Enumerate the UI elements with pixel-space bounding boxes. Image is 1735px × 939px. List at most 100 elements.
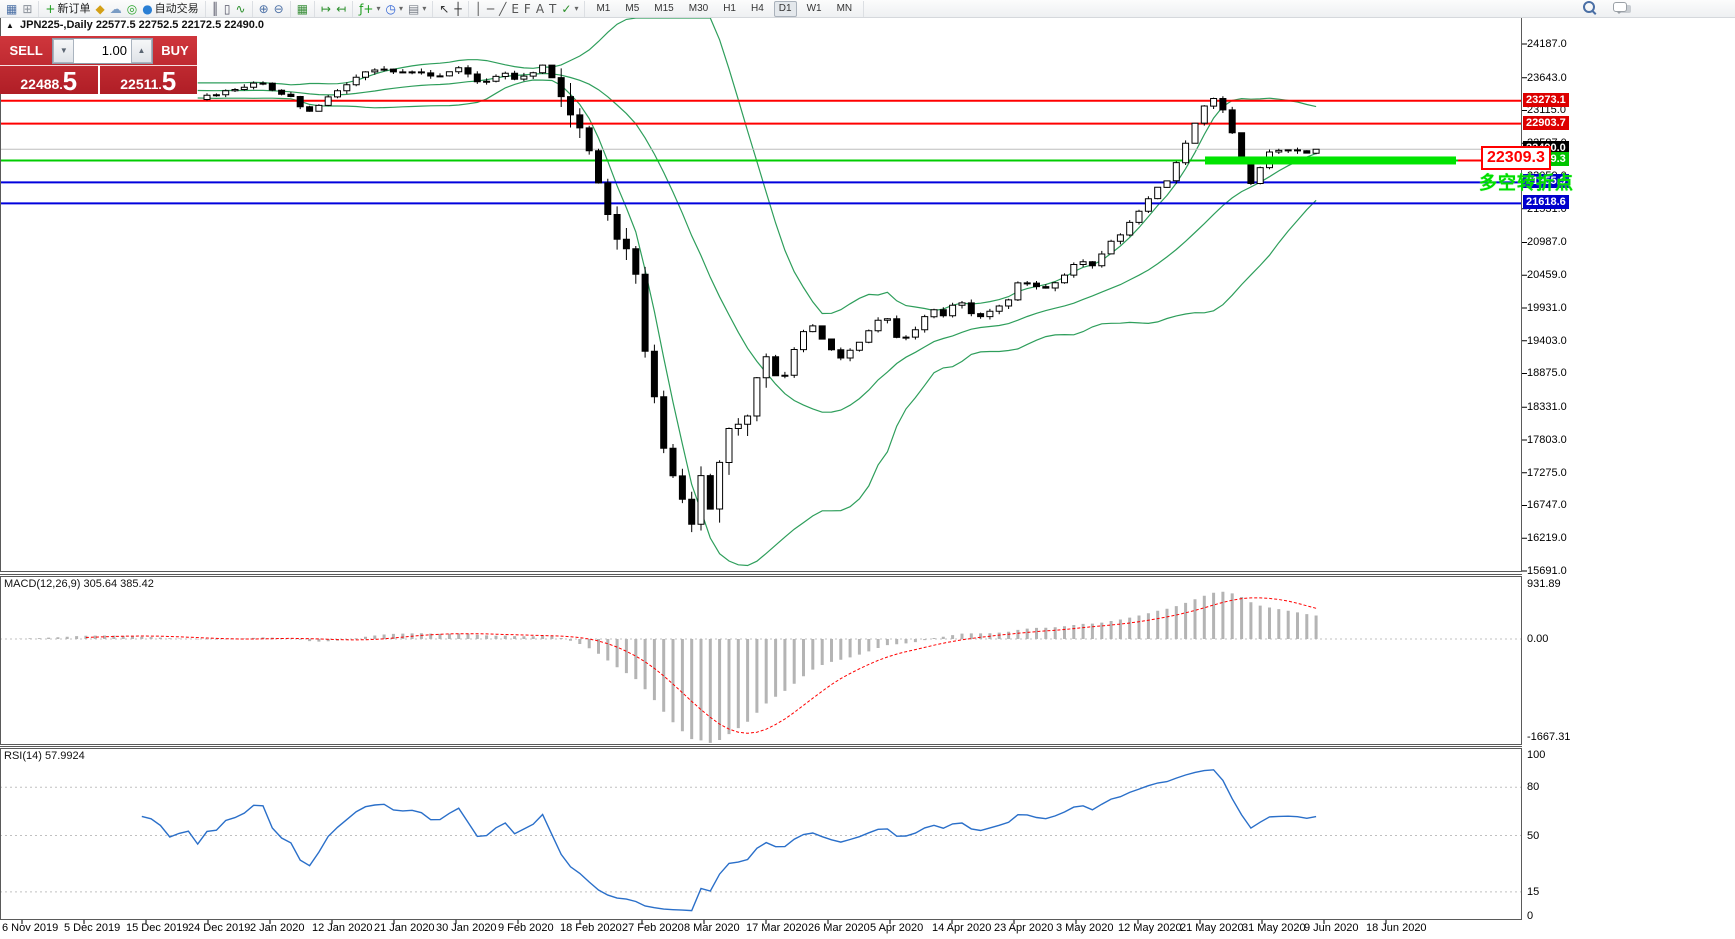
cursor-icon[interactable]: ↖ bbox=[439, 2, 449, 16]
date-axis-label: 6 Nov 2019 bbox=[2, 922, 59, 934]
auto-trading-button[interactable]: ● 自动交易 bbox=[142, 2, 198, 16]
timeframe-h1[interactable]: H1 bbox=[723, 2, 736, 14]
rsi-indicator-label: RSI(14) 57.9924 bbox=[4, 750, 85, 762]
bar-chart-icon: ║ bbox=[211, 1, 219, 16]
arrows-icon: ✓ bbox=[561, 1, 572, 16]
price-tick-label: 19403.0 bbox=[1527, 334, 1567, 347]
arrows-icon[interactable]: ✓ ▾ bbox=[561, 2, 578, 16]
indicators-button-dropdown[interactable]: ▾ bbox=[376, 3, 381, 13]
main-toolbar: ▦ ⊞ + 新订单 ◆ ☁ ◎ ● 自动交易 ║ ▯ ∿ ⊕ ⊖ ▦ ↦ ↤ ƒ+ ▾ ◷ ▾ ▤ ▾ ↖ ┼ │ ─ ╱ E F A T ✓ ▾… bbox=[0, 0, 1735, 18]
date-axis-label: 21 Jan 2020 bbox=[374, 922, 435, 934]
periods-button-dropdown[interactable]: ▾ bbox=[398, 3, 403, 13]
buy-button[interactable]: BUY bbox=[161, 43, 189, 58]
price-tick-label: 16219.0 bbox=[1527, 532, 1567, 545]
auto-scroll-icon[interactable]: ↦ bbox=[321, 2, 331, 16]
price-tick-label: 18875.0 bbox=[1527, 367, 1567, 380]
timeframe-mn[interactable]: MN bbox=[836, 2, 853, 14]
date-axis-label: 21 May 2020 bbox=[1180, 922, 1244, 934]
crosshair-icon[interactable]: ┼ bbox=[454, 2, 461, 16]
price-tick-label: 17803.0 bbox=[1527, 433, 1567, 446]
chart-shift-icon[interactable]: ↤ bbox=[336, 2, 346, 16]
timeframe-h4[interactable]: H4 bbox=[750, 2, 764, 14]
sell-button[interactable]: SELL bbox=[9, 43, 43, 58]
price-tick-label: 17275.0 bbox=[1527, 466, 1567, 479]
zoom-in-icon[interactable]: ⊕ bbox=[259, 2, 269, 16]
buy-price[interactable]: 22511. 5 bbox=[120, 66, 177, 96]
templates-button[interactable]: ▤ ▾ bbox=[408, 2, 426, 16]
channel-icon[interactable]: E bbox=[511, 2, 519, 16]
chat-icon[interactable] bbox=[1613, 2, 1627, 14]
timeframe-m1[interactable]: M1 bbox=[596, 2, 611, 14]
timeframe-m5[interactable]: M5 bbox=[625, 2, 640, 14]
templates-button: ▤ bbox=[407, 1, 420, 16]
toolbar-group: │ ─ ╱ E F A T ✓ ▾ bbox=[469, 0, 586, 17]
new-order-button: + bbox=[45, 1, 56, 16]
cloud-icon: ☁ bbox=[109, 1, 122, 16]
auto-trading-button-label: 自动交易 bbox=[154, 2, 199, 15]
indicators-button[interactable]: ƒ+ ▾ bbox=[359, 2, 380, 16]
cloud-icon[interactable]: ☁ bbox=[110, 2, 122, 16]
zoom-out-icon[interactable]: ⊖ bbox=[274, 2, 284, 16]
turning-point-note: 多空转折点 bbox=[1479, 173, 1574, 193]
date-axis-label: 31 May 2020 bbox=[1242, 922, 1306, 934]
price-level-badge: 21955.9 bbox=[1523, 174, 1569, 189]
rsi-axis-label: 100 bbox=[1527, 749, 1546, 761]
new-chart-icon: ▦ bbox=[6, 1, 18, 16]
data-window-icon: ⊞ bbox=[22, 1, 33, 16]
date-axis-label: 12 Jan 2020 bbox=[312, 922, 373, 934]
new-chart-icon[interactable]: ▦ bbox=[6, 2, 17, 16]
ohlc-values: 22577.5 22752.5 22172.5 22490.0 bbox=[95, 19, 265, 31]
signals-icon[interactable]: ◎ bbox=[127, 2, 137, 16]
date-axis-label: 24 Dec 2019 bbox=[188, 922, 251, 934]
date-axis-label: 5 Apr 2020 bbox=[870, 922, 924, 934]
horizontal-line-icon[interactable]: ─ bbox=[487, 2, 494, 16]
text-icon[interactable]: A bbox=[536, 2, 544, 16]
new-order-button[interactable]: + 新订单 bbox=[45, 2, 90, 16]
market-watch-icon[interactable]: ◆ bbox=[95, 2, 104, 16]
tile-windows-icon[interactable]: ▦ bbox=[297, 2, 308, 16]
volume-value[interactable]: 1.00 bbox=[101, 43, 127, 58]
date-axis-label: 30 Jan 2020 bbox=[436, 922, 497, 934]
price-tick-label: 19931.0 bbox=[1527, 301, 1567, 314]
timeframe-w1[interactable]: W1 bbox=[806, 2, 822, 14]
chart-shift-icon: ↤ bbox=[336, 1, 347, 16]
fibonacci-icon[interactable]: F bbox=[524, 2, 531, 16]
periods-button[interactable]: ◷ ▾ bbox=[385, 2, 403, 16]
zoom-out-icon: ⊖ bbox=[273, 1, 284, 16]
rsi-axis-label: 80 bbox=[1527, 781, 1540, 794]
price-tick-label: 18331.0 bbox=[1527, 401, 1567, 414]
volume-decrease-button[interactable]: ▼ bbox=[53, 38, 75, 63]
text-label-icon[interactable]: T bbox=[549, 2, 556, 16]
text-label-icon: T bbox=[549, 1, 557, 16]
date-axis-label: 15 Dec 2019 bbox=[126, 922, 189, 934]
indicators-button: ƒ+ bbox=[359, 1, 374, 16]
zoom-in-icon: ⊕ bbox=[258, 1, 269, 16]
price-level-badge: 22903.7 bbox=[1523, 115, 1569, 130]
symbol-triangle-icon: ▲ bbox=[6, 21, 14, 30]
timeframe-m15[interactable]: M15 bbox=[654, 2, 674, 14]
vertical-line-icon[interactable]: │ bbox=[475, 2, 482, 16]
timeframe-d1[interactable]: D1 bbox=[773, 0, 797, 17]
search-icon[interactable] bbox=[1583, 1, 1595, 13]
data-window-icon[interactable]: ⊞ bbox=[22, 2, 32, 16]
auto-trading-button: ● bbox=[142, 1, 153, 16]
date-axis-label: 27 Feb 2020 bbox=[622, 922, 684, 934]
price-level-badge: 23273.1 bbox=[1523, 92, 1569, 107]
arrows-icon-dropdown[interactable]: ▾ bbox=[574, 3, 579, 13]
volume-increase-button[interactable]: ▲ bbox=[131, 38, 152, 63]
timeframe-m30[interactable]: M30 bbox=[688, 2, 709, 14]
trendline-icon[interactable]: ╱ bbox=[499, 2, 506, 16]
tile-windows-icon: ▦ bbox=[296, 1, 309, 16]
toolbar-group: + 新订单 ◆ ☁ ◎ ● 自动交易 bbox=[39, 0, 206, 17]
line-chart-icon: ∿ bbox=[235, 1, 246, 16]
bar-chart-icon[interactable]: ║ bbox=[212, 2, 219, 16]
sell-price[interactable]: 22488. 5 bbox=[0, 66, 100, 94]
date-axis-label: 26 Mar 2020 bbox=[808, 922, 870, 934]
candlestick-icon[interactable]: ▯ bbox=[224, 2, 231, 16]
channel-icon: E bbox=[511, 1, 519, 16]
templates-button-dropdown[interactable]: ▾ bbox=[422, 3, 427, 13]
date-axis-label: 3 May 2020 bbox=[1056, 922, 1114, 934]
line-chart-icon[interactable]: ∿ bbox=[236, 2, 246, 16]
